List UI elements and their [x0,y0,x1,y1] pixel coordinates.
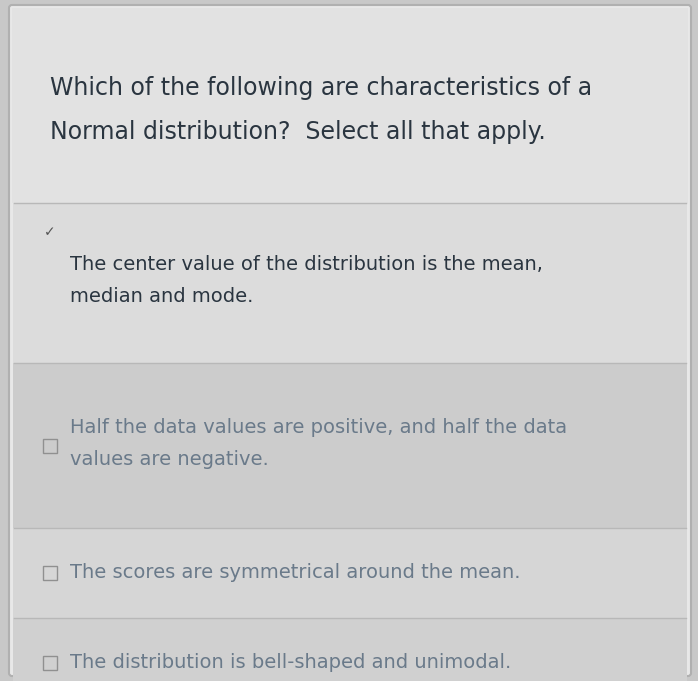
FancyBboxPatch shape [13,528,687,618]
Text: Half the data values are positive, and half the data: Half the data values are positive, and h… [70,418,567,437]
Text: Normal distribution?  Select all that apply.: Normal distribution? Select all that app… [50,120,546,144]
FancyBboxPatch shape [13,618,687,681]
FancyBboxPatch shape [43,439,57,452]
FancyBboxPatch shape [43,656,57,670]
Text: values are negative.: values are negative. [70,450,269,469]
Text: The distribution is bell-shaped and unimodal.: The distribution is bell-shaped and unim… [70,654,511,673]
FancyBboxPatch shape [43,566,57,580]
Text: Which of the following are characteristics of a: Which of the following are characteristi… [50,76,592,100]
FancyBboxPatch shape [12,8,688,203]
Text: median and mode.: median and mode. [70,287,253,306]
FancyBboxPatch shape [9,5,691,676]
FancyBboxPatch shape [13,363,687,528]
Text: The center value of the distribution is the mean,: The center value of the distribution is … [70,255,543,274]
Text: ✓: ✓ [44,225,56,239]
Text: The scores are symmetrical around the mean.: The scores are symmetrical around the me… [70,563,521,582]
FancyBboxPatch shape [13,203,687,363]
